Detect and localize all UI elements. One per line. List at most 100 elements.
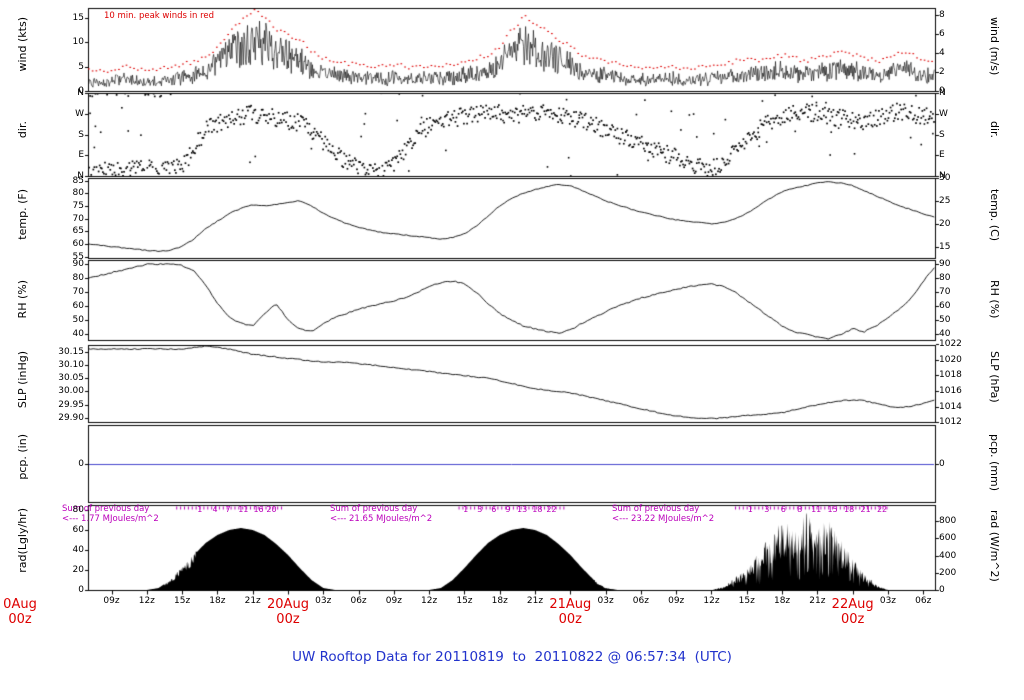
x-tick-label: 18z xyxy=(209,596,226,606)
y-tick-label-right: 60 xyxy=(939,301,951,312)
rad-cumulative-number: 13 xyxy=(516,505,528,514)
axis-title-wind-right: wind (m/s) xyxy=(988,17,1001,76)
axis-title-rh-left: RH (%) xyxy=(16,280,29,319)
x-tick-label: 12z xyxy=(703,596,720,606)
rad-cumulative-number: 3 xyxy=(764,505,770,514)
rad-cumulative-number: 21 xyxy=(860,505,871,514)
x-date-label: 20Aug 00z xyxy=(267,597,309,627)
rad-cumulative-number: 1 xyxy=(463,505,469,514)
y-tick-label-left: 55 xyxy=(72,251,84,262)
rad-cumulative-number: 18 xyxy=(532,505,543,514)
rad-cumulative-number: 4 xyxy=(212,505,218,514)
y-tick-label-left: N xyxy=(77,88,84,98)
y-tick-label-right: 4 xyxy=(939,48,945,58)
y-tick-label-right: 1018 xyxy=(939,370,962,381)
axis-title-dir-left: dir. xyxy=(16,121,29,139)
rad-cumulative-number: 16 xyxy=(253,505,264,514)
rad-cumulative-number: 20 xyxy=(266,505,277,514)
y-tick-label-right: N xyxy=(939,88,946,98)
x-tick-label: 18z xyxy=(773,596,791,606)
x-date-label: 22Aug 00z xyxy=(831,597,874,627)
y-tick-label-left: 5 xyxy=(78,61,84,72)
x-tick-label: 15z xyxy=(456,596,473,606)
rad-cumulative-number: 1 xyxy=(747,505,753,514)
y-tick-label-left: 80 xyxy=(72,188,84,199)
y-tick-label-right: N xyxy=(939,171,946,181)
y-tick-label-right: 1022 xyxy=(939,338,962,349)
rad-cumulative-number: 11 xyxy=(238,505,249,514)
y-tick-label-left: 30.05 xyxy=(58,373,84,384)
y-tick-label-right: 40 xyxy=(939,329,951,340)
rad-cumulative-number: 6 xyxy=(780,505,786,514)
y-tick-label-right: 0 xyxy=(939,458,945,469)
y-tick-label-left: 40 xyxy=(72,329,84,340)
y-tick-label-right: 0 xyxy=(939,585,945,595)
rad-sum-label-1: Sum of previous day xyxy=(62,504,150,514)
rad-cumulative-number: 9 xyxy=(505,505,511,514)
x-tick-label: 15z xyxy=(174,596,191,606)
x-tick-label: 21z xyxy=(526,596,544,606)
y-tick-label-left: 50 xyxy=(72,315,84,326)
y-tick-label-right: 50 xyxy=(939,315,951,326)
wind-peak-note: 10 min. peak winds in red xyxy=(104,11,215,21)
y-tick-label-left: 29.95 xyxy=(58,399,84,410)
y-tick-label-left: 40 xyxy=(72,545,84,555)
rad-sum-value-3: <--- 23.22 MJoules/m^2 xyxy=(612,514,715,524)
y-tick-label-right: 0 xyxy=(939,86,945,96)
y-tick-label-left: 0 xyxy=(78,458,84,469)
y-tick-label-right: 2 xyxy=(939,67,945,77)
x-tick-label: 18z xyxy=(491,596,508,606)
y-tick-label-left: S xyxy=(78,129,84,140)
rad-cumulative-number: 22 xyxy=(876,505,888,514)
y-tick-label-left: 15 xyxy=(72,12,84,23)
axis-title-temp-left: temp. (F) xyxy=(16,189,29,240)
y-tick-label-left: 30.00 xyxy=(58,386,84,397)
y-tick-label-right: 1016 xyxy=(939,385,962,396)
rad-cumulative-number: 3 xyxy=(477,505,483,514)
x-tick-label: 12z xyxy=(421,596,438,606)
rad-sum-label-2: Sum of previous day xyxy=(330,504,418,514)
x-date-label-partial: 0Aug 00z xyxy=(3,597,37,627)
y-tick-label-left: E xyxy=(78,150,84,161)
y-tick-label-left: W xyxy=(75,108,84,119)
rad-cumulative-number: 7 xyxy=(225,505,231,514)
y-tick-label-right: 15 xyxy=(939,241,951,252)
y-tick-label-right: 90 xyxy=(939,259,951,270)
axis-title-rad-left: rad(Lgly/hr) xyxy=(16,508,29,573)
x-tick-label: 21z xyxy=(244,596,261,606)
y-tick-label-right: 800 xyxy=(939,516,957,527)
figure-title: UW Rooftop Data for 20110819 to 20110822… xyxy=(292,649,732,665)
axis-title-dir-right: dir. xyxy=(988,121,1001,139)
y-tick-label-left: 30.10 xyxy=(58,359,84,370)
axis-title-pcp-left: pcp. (in) xyxy=(16,434,29,480)
x-tick-label: 09z xyxy=(385,596,402,606)
rad-sum-label-3: Sum of previous day xyxy=(612,504,700,514)
x-tick-label: 06z xyxy=(350,596,367,606)
x-tick-label: 12z xyxy=(138,596,155,606)
rad-cumulative-number: 15 xyxy=(827,505,838,514)
y-tick-label-right: 80 xyxy=(939,273,951,284)
x-tick-label: 21z xyxy=(809,596,826,606)
y-tick-label-right: E xyxy=(939,150,945,161)
y-tick-label-left: N xyxy=(77,171,84,181)
axis-title-rh-right: RH (%) xyxy=(988,280,1001,319)
y-tick-label-right: 6 xyxy=(939,29,945,40)
x-tick-label: 03z xyxy=(315,596,332,606)
rad-cumulative-number: 22 xyxy=(546,505,557,514)
y-tick-label-right: 8 xyxy=(939,10,945,21)
x-date-label: 21Aug 00z xyxy=(549,597,592,627)
axis-title-pcp-right: pcp. (mm) xyxy=(988,434,1001,492)
y-tick-label-right: S xyxy=(939,129,945,140)
rad-cumulative-number: 1 xyxy=(197,505,203,514)
x-tick-label: 09z xyxy=(103,596,120,606)
y-tick-label-left: 70 xyxy=(72,213,84,224)
x-tick-label: 03z xyxy=(597,596,614,606)
axis-title-slp-left: SLP (inHg) xyxy=(16,351,29,409)
y-tick-label-right: 600 xyxy=(939,533,957,544)
y-tick-label-left: 80 xyxy=(72,505,84,515)
y-tick-label-left: 65 xyxy=(72,226,84,237)
y-tick-label-right: 1012 xyxy=(939,417,962,428)
x-tick-label: 15z xyxy=(738,596,755,606)
